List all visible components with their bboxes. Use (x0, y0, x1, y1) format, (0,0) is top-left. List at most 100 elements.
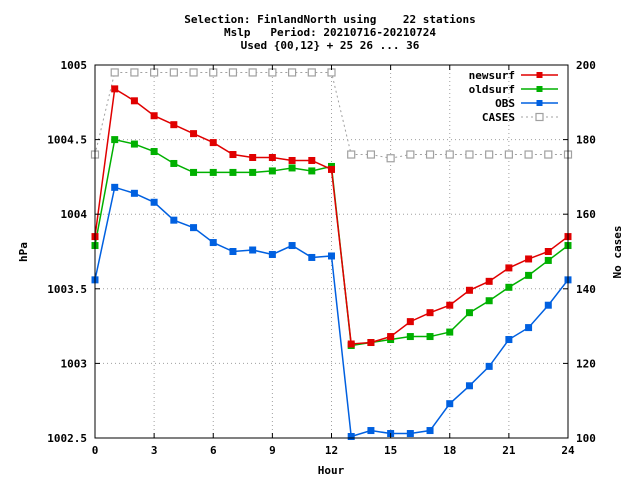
data-point (150, 112, 158, 120)
data-point (406, 430, 414, 438)
data-point (308, 167, 316, 175)
data-point (150, 148, 158, 156)
data-point (446, 400, 454, 408)
data-point (485, 362, 493, 370)
data-point (505, 336, 513, 344)
data-point (426, 333, 434, 341)
data-point (387, 333, 395, 341)
data-point (465, 286, 473, 294)
y2-axis-ticks: 100 120 140 160 180 200 (563, 59, 596, 445)
legend-swatch-marker (536, 100, 543, 106)
data-point (485, 150, 494, 159)
y-tick-label: 1002.5 (47, 432, 87, 445)
data-point (446, 301, 454, 309)
data-point (406, 318, 414, 326)
data-point (505, 283, 513, 291)
x-tick-label: 0 (92, 444, 99, 457)
data-point (524, 150, 533, 159)
legend-item-obs: OBS (495, 97, 558, 110)
data-point (406, 333, 414, 341)
x-tick-label: 21 (502, 444, 516, 457)
data-point (347, 433, 355, 441)
data-point (130, 68, 139, 77)
data-point (170, 159, 178, 167)
x-axis-ticks: 0 3 6 9 12 15 18 21 24 (92, 65, 575, 457)
y-tick-label: 1003 (61, 357, 88, 370)
data-point (249, 168, 257, 176)
data-point (130, 189, 138, 197)
y-tick-label: 1004 (61, 208, 88, 221)
data-point (445, 150, 454, 159)
data-point (328, 252, 335, 260)
data-point (229, 248, 237, 255)
x-tick-label: 3 (151, 444, 158, 457)
data-point (288, 156, 296, 164)
title-line-3: Used {00,12} + 25 26 ... 36 (241, 39, 420, 52)
data-point (268, 250, 276, 258)
data-point (525, 324, 533, 332)
data-point (525, 255, 533, 263)
x-tick-label: 24 (561, 444, 575, 457)
data-point (190, 224, 198, 232)
legend-label: CASES (482, 111, 515, 124)
x-tick-label: 15 (384, 444, 397, 457)
data-point (268, 68, 277, 77)
data-point (229, 151, 237, 159)
data-point (367, 339, 375, 347)
data-point (485, 277, 493, 285)
data-point (150, 198, 158, 206)
data-point (209, 168, 217, 176)
data-point (248, 68, 257, 77)
data-point (366, 150, 376, 159)
y2-tick-label: 120 (576, 357, 596, 370)
data-point (544, 248, 552, 255)
x-tick-label: 6 (210, 444, 217, 457)
data-point (525, 271, 533, 279)
data-point (130, 140, 138, 148)
x-tick-label: 18 (443, 444, 456, 457)
y2-tick-label: 180 (576, 134, 596, 147)
legend-swatch-marker (535, 112, 544, 122)
x-tick-label: 12 (325, 444, 338, 457)
data-point (190, 168, 198, 176)
data-point (308, 253, 316, 261)
data-point (228, 68, 238, 77)
data-point (111, 183, 119, 191)
y2-tick-label: 140 (576, 283, 596, 296)
data-point (307, 68, 316, 77)
data-point (426, 309, 434, 317)
data-point (465, 309, 473, 317)
legend-item-newsurf: newsurf (469, 69, 558, 82)
data-point (169, 68, 178, 77)
y2-tick-label: 160 (576, 208, 596, 221)
data-point (406, 150, 415, 159)
data-point (505, 264, 513, 272)
data-point (150, 68, 159, 77)
legend-label: oldsurf (469, 83, 515, 96)
x-tick-label: 9 (269, 444, 276, 457)
series-obs (91, 183, 572, 441)
data-point (190, 130, 198, 138)
data-point (347, 340, 355, 348)
data-point (229, 168, 237, 176)
y-axis-ticks: 1002.5 1003 1003.5 1004 1004.5 1005 (47, 59, 100, 445)
y-tick-label: 1003.5 (47, 283, 87, 296)
legend-label: newsurf (469, 69, 515, 82)
data-point (327, 68, 336, 77)
data-point (465, 150, 474, 159)
data-point (209, 139, 217, 147)
grid (95, 65, 568, 438)
data-point (189, 68, 198, 77)
data-point (446, 328, 454, 336)
data-point (544, 256, 552, 264)
data-point (170, 121, 178, 129)
data-point (425, 150, 435, 159)
data-point (268, 154, 276, 162)
data-point (544, 301, 552, 309)
y-axis-label: hPa (17, 242, 30, 262)
data-point (328, 165, 335, 173)
legend-swatch-marker (536, 72, 543, 78)
